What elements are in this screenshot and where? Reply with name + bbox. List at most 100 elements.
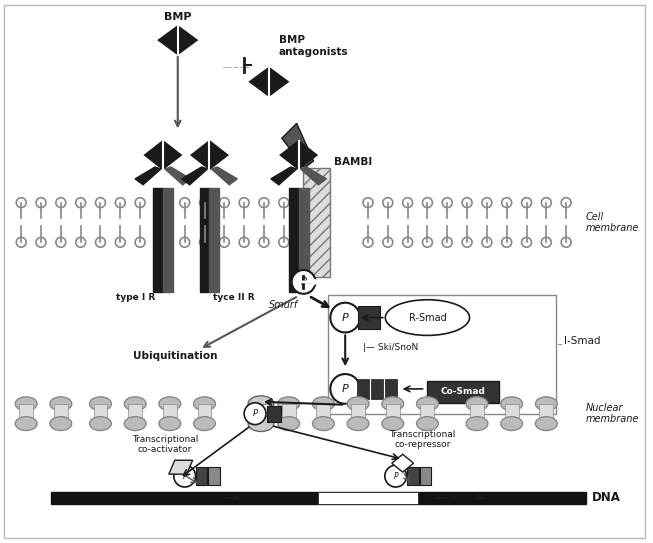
Bar xyxy=(302,168,330,277)
Ellipse shape xyxy=(278,416,300,431)
Circle shape xyxy=(200,237,210,247)
Circle shape xyxy=(330,374,360,404)
Text: P: P xyxy=(342,384,349,394)
Polygon shape xyxy=(191,141,227,169)
Text: DNA: DNA xyxy=(592,491,621,504)
Bar xyxy=(357,379,369,399)
Bar xyxy=(298,188,308,292)
Ellipse shape xyxy=(347,416,369,431)
Ellipse shape xyxy=(124,416,146,431)
Ellipse shape xyxy=(124,397,146,411)
Circle shape xyxy=(442,237,452,247)
Ellipse shape xyxy=(501,416,522,431)
Text: Ubiquitination: Ubiquitination xyxy=(133,351,217,361)
Circle shape xyxy=(522,198,532,207)
Circle shape xyxy=(385,465,407,487)
Circle shape xyxy=(422,237,432,247)
Ellipse shape xyxy=(89,416,112,431)
Circle shape xyxy=(292,270,315,294)
Bar xyxy=(407,467,419,485)
Ellipse shape xyxy=(313,397,334,411)
Ellipse shape xyxy=(15,397,37,411)
Text: P: P xyxy=(393,472,398,481)
Ellipse shape xyxy=(382,416,404,431)
Bar xyxy=(198,404,212,424)
Ellipse shape xyxy=(89,397,112,411)
Ellipse shape xyxy=(50,397,72,411)
Text: ~~~~~: ~~~~~ xyxy=(221,65,251,71)
Circle shape xyxy=(76,198,86,207)
Ellipse shape xyxy=(535,416,557,431)
Circle shape xyxy=(16,237,26,247)
Ellipse shape xyxy=(501,397,522,411)
Circle shape xyxy=(502,198,512,207)
Bar xyxy=(421,404,434,424)
Polygon shape xyxy=(250,68,288,96)
Circle shape xyxy=(56,237,66,247)
Bar xyxy=(386,404,400,424)
Text: P: P xyxy=(300,277,306,287)
Bar xyxy=(505,404,518,424)
Bar xyxy=(253,404,269,424)
Text: P: P xyxy=(342,313,349,323)
Bar xyxy=(385,379,397,399)
Text: I-Smad: I-Smad xyxy=(564,336,601,346)
Bar xyxy=(19,404,33,424)
Circle shape xyxy=(561,198,571,207)
Ellipse shape xyxy=(278,397,300,411)
Bar xyxy=(267,406,281,421)
Bar xyxy=(54,404,68,424)
Ellipse shape xyxy=(159,416,181,431)
Circle shape xyxy=(561,237,571,247)
Circle shape xyxy=(36,198,46,207)
Ellipse shape xyxy=(417,397,438,411)
Circle shape xyxy=(135,237,145,247)
Text: BMP: BMP xyxy=(164,12,191,22)
Bar xyxy=(470,404,484,424)
Circle shape xyxy=(259,198,269,207)
Circle shape xyxy=(482,237,492,247)
Polygon shape xyxy=(165,167,191,185)
Ellipse shape xyxy=(535,397,557,411)
Bar xyxy=(371,379,383,399)
Bar xyxy=(289,188,298,292)
Circle shape xyxy=(363,237,373,247)
Ellipse shape xyxy=(50,416,72,431)
Text: P: P xyxy=(253,409,257,418)
Circle shape xyxy=(330,302,360,332)
Circle shape xyxy=(403,198,413,207)
Circle shape xyxy=(180,237,189,247)
Polygon shape xyxy=(145,141,181,169)
Ellipse shape xyxy=(466,397,488,411)
Ellipse shape xyxy=(193,397,215,411)
Ellipse shape xyxy=(159,397,181,411)
Text: Co-Smad: Co-Smad xyxy=(441,387,486,396)
Text: Nuclear
membrane: Nuclear membrane xyxy=(586,403,639,425)
Polygon shape xyxy=(300,167,326,185)
Circle shape xyxy=(76,237,86,247)
Bar xyxy=(163,188,173,292)
Text: Transcriptional
co-repressor: Transcriptional co-repressor xyxy=(389,430,456,450)
Polygon shape xyxy=(135,167,161,185)
Text: BMP
antagonists: BMP antagonists xyxy=(279,35,349,57)
Text: Smurf: Smurf xyxy=(269,300,298,310)
Bar xyxy=(317,404,330,424)
Circle shape xyxy=(244,403,266,425)
Circle shape xyxy=(383,198,392,207)
Bar xyxy=(351,404,365,424)
Polygon shape xyxy=(169,460,193,474)
Circle shape xyxy=(259,237,269,247)
Bar xyxy=(539,404,553,424)
Circle shape xyxy=(219,237,229,247)
Ellipse shape xyxy=(417,416,438,431)
Ellipse shape xyxy=(193,416,215,431)
Text: BAMBI: BAMBI xyxy=(334,157,373,167)
Circle shape xyxy=(174,465,196,487)
Bar xyxy=(210,188,219,292)
Circle shape xyxy=(56,198,66,207)
Ellipse shape xyxy=(466,416,488,431)
Ellipse shape xyxy=(313,416,334,431)
Polygon shape xyxy=(212,167,237,185)
Bar xyxy=(128,404,142,424)
Circle shape xyxy=(219,198,229,207)
